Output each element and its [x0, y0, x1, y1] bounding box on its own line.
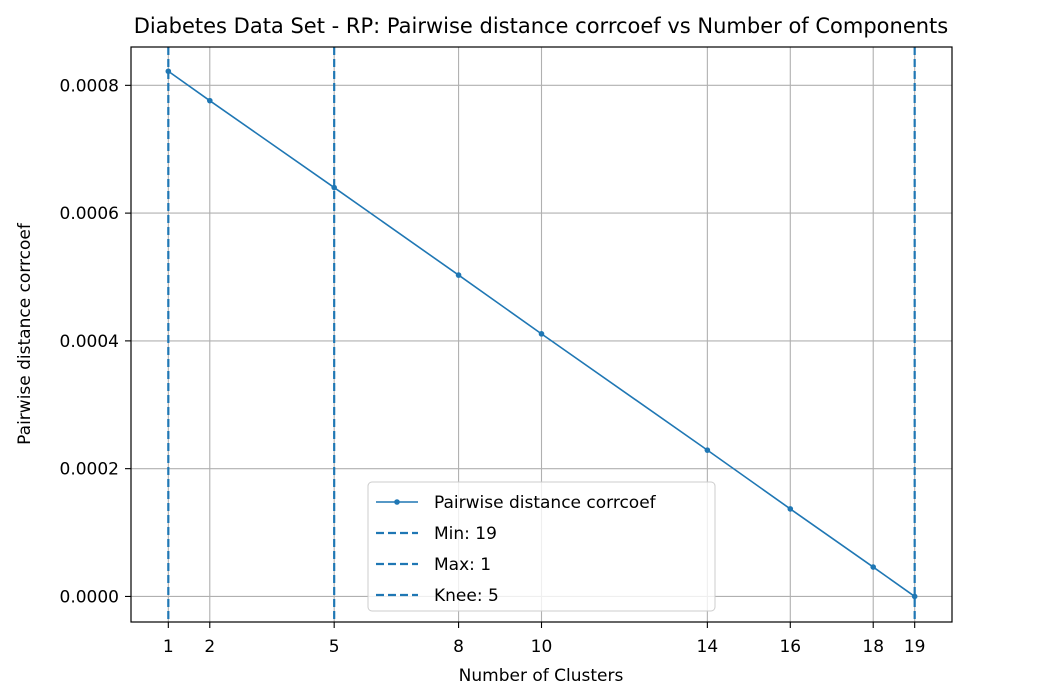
data-point [911, 593, 918, 600]
legend-label: Max: 1 [434, 555, 491, 575]
data-point [787, 506, 794, 512]
x-tick-label: 10 [531, 637, 553, 657]
plot-area [165, 47, 918, 622]
x-tick-label: 18 [862, 637, 884, 657]
y-tick-label: 0.0002 [60, 460, 119, 480]
legend-swatch-marker [394, 499, 400, 505]
x-tick-label: 1 [163, 637, 174, 657]
y-tick-label: 0.0004 [60, 332, 119, 352]
data-point [538, 331, 545, 337]
x-tick-label: 8 [453, 637, 464, 657]
x-tick-label: 14 [697, 637, 719, 657]
legend-label: Knee: 5 [434, 586, 499, 606]
data-point [455, 272, 462, 278]
x-axis-label: Number of Clusters [459, 666, 624, 686]
x-axis: 1 2 5 8 10 14 16 18 19 [163, 622, 926, 657]
legend: Pairwise distance corrcoef Min: 19 Max: 1 K… [367, 481, 716, 612]
y-tick-label: 0.0008 [60, 76, 119, 96]
data-point [331, 184, 337, 191]
x-tick-label: 16 [779, 637, 801, 657]
chart-title: Diabetes Data Set - RP: Pairwise distanc… [134, 14, 948, 38]
y-axis: 0.0000 0.0002 0.0004 0.0006 0.0008 [60, 76, 131, 607]
data-point [704, 447, 711, 453]
data-point [206, 97, 213, 104]
x-tick-label: 19 [904, 637, 926, 657]
data-point [870, 564, 877, 570]
data-point [165, 68, 172, 75]
legend-box [367, 481, 716, 612]
legend-label: Min: 19 [434, 524, 497, 544]
y-tick-label: 0.0000 [60, 587, 119, 607]
legend-label: Pairwise distance corrcoef [434, 493, 657, 513]
y-tick-label: 0.0006 [60, 204, 119, 224]
x-tick-label: 2 [204, 637, 215, 657]
x-tick-label: 5 [329, 637, 340, 657]
y-axis-label: Pairwise distance corrcoef [15, 222, 35, 445]
